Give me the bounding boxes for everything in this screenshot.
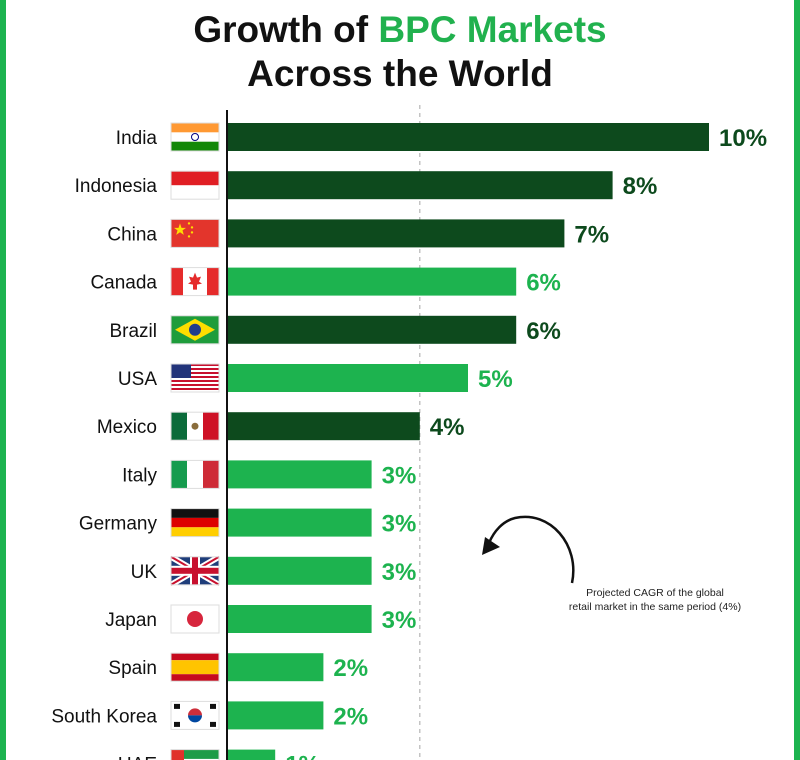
uk-flag: [169, 554, 221, 588]
brazil-flag: [170, 315, 220, 345]
canada-flag: [170, 267, 220, 297]
value-label: 2%: [333, 655, 368, 682]
title-accent: BPC Markets: [378, 9, 607, 50]
arrow-head: [482, 537, 500, 555]
value-label: 8%: [623, 173, 658, 200]
usa-flag: [170, 363, 220, 393]
bar: [227, 701, 324, 730]
category-label: Canada: [90, 273, 157, 294]
bar: [227, 267, 517, 296]
value-label: 5%: [478, 366, 513, 393]
bar: [227, 315, 517, 344]
bar: [227, 749, 276, 760]
bar: [227, 123, 709, 151]
flags-layer: [169, 122, 221, 760]
curved-arrow: [482, 515, 575, 584]
mexico-flag: [170, 411, 220, 441]
germany-flag: [170, 508, 220, 538]
reference-annotation: Projected CAGR of the global retail mark…: [530, 586, 780, 614]
value-labels-layer: 10% 8% 7% 6% 6% 5% 4% 3% 3% 3% 3% 2% 2% 1%: [285, 125, 767, 760]
category-label: Mexico: [97, 417, 157, 438]
chart-title: Growth of BPC Markets Across the World: [0, 8, 800, 96]
bars-layer: [227, 123, 709, 760]
uae-flag: [170, 749, 220, 760]
left-border: [0, 0, 6, 760]
value-label: 3%: [382, 607, 417, 634]
value-label: 7%: [574, 221, 609, 248]
value-label: 10%: [719, 125, 767, 152]
italy-flag: [170, 459, 220, 489]
arrow-curve: [487, 515, 575, 584]
title-line-2: Across the World: [247, 53, 553, 94]
bar: [227, 460, 372, 489]
bar: [227, 364, 468, 392]
category-label: India: [116, 128, 158, 149]
value-label: 6%: [526, 270, 561, 297]
bar: [227, 219, 565, 248]
china-flag: [170, 218, 220, 248]
category-label: USA: [118, 369, 157, 390]
japan-flag: [170, 604, 220, 634]
category-label: Spain: [108, 658, 157, 679]
category-label: UK: [131, 562, 158, 583]
value-label: 1%: [285, 752, 320, 760]
annotation-line-2: retail market in the same period (4%): [568, 601, 742, 613]
bar: [227, 412, 420, 441]
value-label: 2%: [333, 703, 368, 730]
indonesia-flag: [170, 170, 220, 200]
bar: [227, 556, 372, 585]
category-labels-layer: India Indonesia China Canada Brazil USA Mexico…: [51, 128, 157, 760]
bar: [227, 508, 372, 537]
spain-flag: [170, 652, 220, 682]
annotation-line-1: Projected CAGR of the global: [586, 587, 724, 599]
category-label: Brazil: [109, 321, 157, 342]
title-line-1: Growth of BPC Markets: [0, 8, 800, 52]
value-label: 6%: [526, 318, 561, 345]
value-label: 3%: [382, 462, 417, 489]
india-flag: [170, 122, 220, 152]
bar: [227, 605, 372, 633]
bar: [227, 171, 613, 200]
category-label: Indonesia: [75, 176, 158, 197]
category-label: UAE: [118, 755, 157, 760]
bar: [227, 653, 324, 682]
value-label: 3%: [382, 511, 417, 538]
title-prefix: Growth of: [193, 9, 379, 50]
value-label: 4%: [430, 414, 465, 441]
south-korea-flag: [170, 700, 220, 730]
category-label: China: [107, 224, 157, 245]
category-label: Germany: [79, 514, 158, 535]
value-label: 3%: [382, 559, 417, 586]
category-label: Japan: [105, 610, 157, 631]
category-label: Italy: [122, 465, 157, 486]
category-label: South Korea: [51, 706, 157, 727]
right-border: [794, 0, 800, 760]
